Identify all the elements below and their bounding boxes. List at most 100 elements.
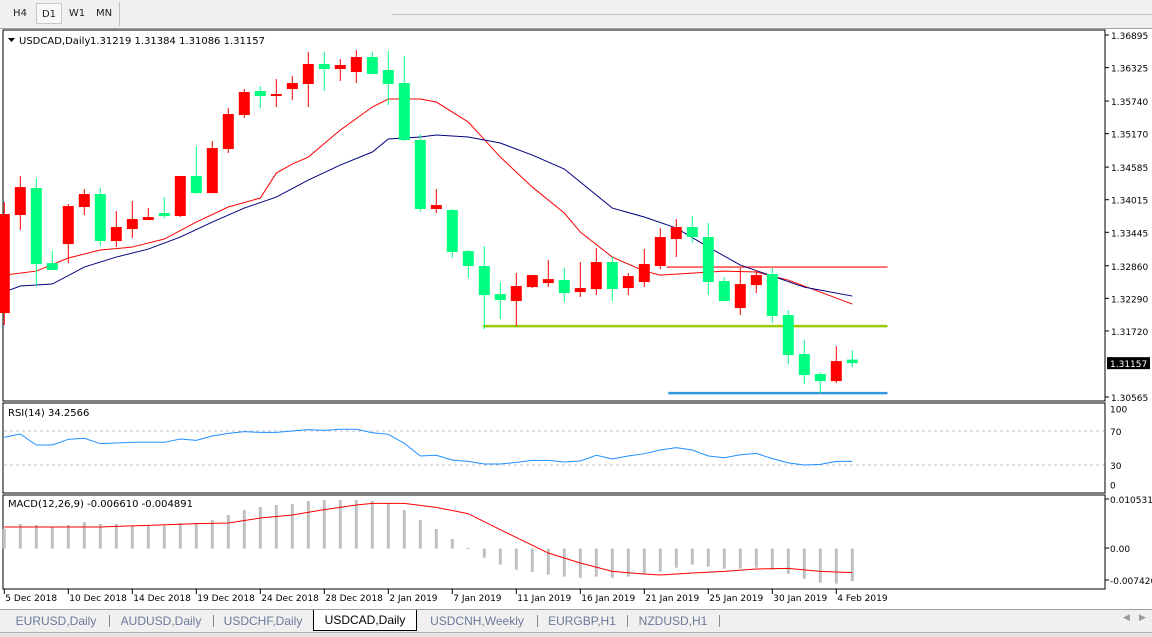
candle-body xyxy=(110,227,122,242)
time-axis-label: 16 Jan 2019 xyxy=(581,594,635,604)
macd-panel[interactable] xyxy=(2,494,1106,590)
time-axis-label: 10 Dec 2018 xyxy=(69,594,127,604)
candle-body xyxy=(622,276,634,289)
macd-histogram-bar xyxy=(738,548,742,569)
macd-histogram-bar xyxy=(706,548,710,567)
candle xyxy=(190,146,202,195)
tab-eurgbp-h1[interactable]: EURGBP,H1 xyxy=(548,614,616,628)
candle xyxy=(158,197,170,219)
time-axis-label: 19 Dec 2018 xyxy=(197,594,255,604)
macd-histogram-bar xyxy=(690,548,694,565)
price-axis-label: 1.36325 xyxy=(1111,65,1148,75)
tab-usdchf-daily[interactable]: USDCHF,Daily xyxy=(223,614,303,628)
candle xyxy=(750,270,762,294)
price-axis-label: 1.32860 xyxy=(1111,263,1148,273)
macd-histogram-bar xyxy=(802,548,806,579)
rsi-axis-label: 30 xyxy=(1110,462,1122,472)
tab-audusd-daily[interactable]: AUDUSD,Daily xyxy=(120,614,202,628)
macd-histogram-bar xyxy=(66,525,70,549)
timeframe-h4-button[interactable]: H4 xyxy=(13,8,27,19)
collapse-triangle-icon[interactable] xyxy=(8,38,15,42)
candle xyxy=(142,208,154,221)
price-axis-label: 1.30565 xyxy=(1111,394,1148,404)
candle xyxy=(526,275,538,289)
macd-histogram-bar xyxy=(210,520,214,549)
time-axis-label: 24 Dec 2018 xyxy=(261,594,319,604)
macd-histogram-bar xyxy=(482,548,486,558)
main-price-panel[interactable] xyxy=(2,29,1106,402)
rsi-panel[interactable] xyxy=(2,402,1106,494)
timeframe-toolbar: H4 D1 W1 MN xyxy=(0,0,1152,29)
macd-histogram-bar xyxy=(194,523,198,549)
tab-divider xyxy=(109,615,110,627)
candle xyxy=(14,176,26,231)
macd-axis-label: 0.00 xyxy=(1110,545,1130,555)
candle-body xyxy=(254,91,266,97)
candle xyxy=(798,340,810,385)
candle xyxy=(782,310,794,365)
tab-nzdusd-h1[interactable]: NZDUSD,H1 xyxy=(638,614,708,628)
candle xyxy=(110,211,122,248)
macd-histogram-bar xyxy=(658,548,662,572)
tab-usdcnh-weekly[interactable]: USDCNH,Weekly xyxy=(430,614,524,628)
candle xyxy=(334,59,346,82)
candle xyxy=(270,79,282,107)
candle-body xyxy=(206,148,218,194)
timeframe-w1-button[interactable]: W1 xyxy=(68,8,86,19)
candle-body xyxy=(62,206,74,245)
candle xyxy=(206,141,218,194)
candle-body xyxy=(798,354,810,376)
macd-histogram-bar xyxy=(530,548,534,572)
candle-body xyxy=(558,280,570,294)
macd-histogram-bar xyxy=(466,548,470,550)
scroll-tabs-right-icon[interactable]: ▶ xyxy=(1139,613,1146,623)
timeframe-d1-button[interactable]: D1 xyxy=(36,3,62,24)
macd-histogram-bar xyxy=(34,525,38,549)
time-axis-label: 11 Jan 2019 xyxy=(517,594,571,604)
macd-histogram-bar xyxy=(226,515,230,549)
candle xyxy=(238,89,250,119)
timeframe-mn-button[interactable]: MN xyxy=(95,8,113,19)
chart-window[interactable]: 1.36895 1.36325 1.35740 1.35170 1.34585 1.340… xyxy=(0,29,1152,609)
candle xyxy=(302,51,314,107)
rsi-axis-label: 70 xyxy=(1110,428,1122,438)
candle-body xyxy=(702,237,714,283)
candle xyxy=(830,346,842,384)
candle xyxy=(382,51,394,105)
macd-histogram-bar xyxy=(82,521,86,549)
candle xyxy=(494,282,506,320)
candle-body xyxy=(782,315,794,356)
time-axis-label: 4 Feb 2019 xyxy=(837,594,888,604)
time-axis-label: 5 Dec 2018 xyxy=(5,594,57,604)
macd-axis-label: 0.010531 xyxy=(1110,496,1152,506)
tab-divider xyxy=(719,615,720,627)
candle xyxy=(350,49,362,84)
candle xyxy=(0,202,10,326)
candle-body xyxy=(350,57,362,73)
candle-body xyxy=(142,217,154,221)
candle-body xyxy=(510,286,522,302)
candle-body xyxy=(238,92,250,116)
candle xyxy=(590,248,602,296)
time-axis-label: 7 Jan 2019 xyxy=(453,594,501,604)
candle xyxy=(542,260,554,288)
candle-body xyxy=(286,83,298,90)
candle xyxy=(574,262,586,298)
candle xyxy=(654,228,666,270)
candle-body xyxy=(382,69,394,85)
macd-histogram-bar xyxy=(242,510,246,549)
candle xyxy=(318,51,330,92)
moving-average-fast-line xyxy=(4,98,853,305)
price-axis-label: 1.35740 xyxy=(1111,98,1148,108)
candle xyxy=(734,268,746,316)
candle xyxy=(94,188,106,247)
candle xyxy=(558,268,570,303)
candle-body xyxy=(14,187,26,216)
time-axis-label: 28 Dec 2018 xyxy=(325,594,383,604)
tab-eurusd-daily[interactable]: EURUSD,Daily xyxy=(15,614,97,628)
tab-usdcad-daily[interactable]: USDCAD,Daily xyxy=(313,610,417,631)
candle-body xyxy=(414,140,426,210)
macd-histogram-bar xyxy=(370,501,374,549)
price-axis-label: 1.34015 xyxy=(1111,197,1148,207)
scroll-tabs-left-icon[interactable]: ◀ xyxy=(1123,613,1130,623)
